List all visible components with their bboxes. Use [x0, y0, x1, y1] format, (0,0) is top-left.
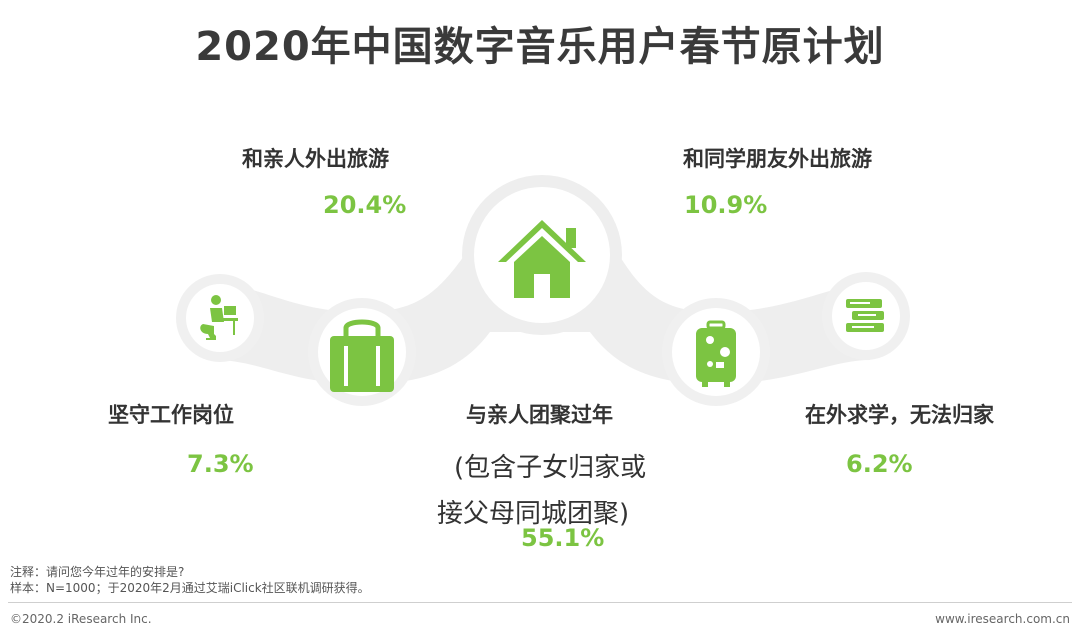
house-icon [498, 220, 586, 298]
luggage-icon [696, 320, 736, 387]
website-link[interactable]: www.iresearch.com.cn [935, 612, 1070, 626]
shopping-bag-icon [330, 319, 394, 392]
books-icon [846, 299, 884, 332]
value-travel-friends: 10.9% [684, 191, 768, 219]
label-stay-at-work: 坚守工作岗位 [108, 403, 234, 427]
footnotes: 注释：请问您今年过年的安排是? 样本：N=1000；于2020年2月通过艾瑞iC… [10, 564, 370, 596]
value-stay-at-work: 7.3% [187, 450, 254, 478]
value-study-abroad: 6.2% [846, 450, 913, 478]
label-family-reunion: 与亲人团聚过年 [466, 403, 613, 427]
value-travel-family: 20.4% [323, 191, 407, 219]
footer-divider [8, 602, 1072, 603]
label-study-abroad: 在外求学，无法归家 [805, 403, 994, 427]
label-travel-family: 和亲人外出旅游 [242, 147, 389, 171]
label-travel-friends: 和同学朋友外出旅游 [683, 147, 872, 171]
sublabel-reunion-line2: 接父母同城团聚) [437, 499, 630, 529]
note-sample: 样本：N=1000；于2020年2月通过艾瑞iClick社区联机调研获得。 [10, 581, 370, 595]
chart-title: 2020年中国数字音乐用户春节原计划 [195, 24, 885, 70]
sublabel-reunion-line1: (包含子女归家或 [454, 453, 647, 483]
note-question: 注释：请问您今年过年的安排是? [10, 565, 185, 579]
copyright: ©2020.2 iResearch Inc. [10, 612, 152, 626]
value-family-reunion: 55.1% [521, 524, 605, 552]
worker-at-desk-icon [200, 295, 238, 340]
